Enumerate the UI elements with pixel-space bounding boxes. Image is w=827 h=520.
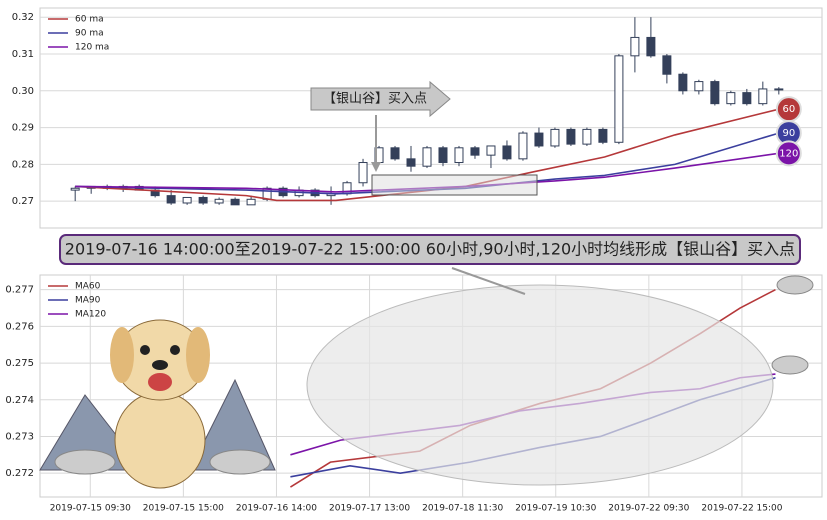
candle-body [710, 81, 720, 105]
candle-body [182, 196, 192, 204]
candle-body [454, 147, 464, 164]
candle-body [646, 36, 656, 57]
x-tick-label: 2019-07-17 13:00 [329, 504, 410, 514]
legend-label: 60 ma [75, 15, 104, 25]
ingot [771, 355, 809, 375]
y-tick-label: 0.30 [12, 86, 34, 97]
x-tick-label: 2019-07-19 10:30 [515, 504, 596, 514]
highlight-box [371, 174, 538, 196]
end-label: 60 [782, 104, 795, 115]
candle-body [774, 88, 784, 91]
candle-body [694, 81, 704, 92]
ingot [776, 275, 814, 295]
candle-body [230, 198, 240, 206]
candle-body [534, 132, 544, 147]
y-tick-label: 0.29 [12, 123, 34, 134]
candle-body [518, 132, 528, 160]
candle-body [582, 128, 592, 145]
banner-text: 2019-07-16 14:00:00至2019-07-22 15:00:00 … [65, 240, 795, 259]
candle-body [726, 92, 736, 105]
candle-body [422, 147, 432, 167]
legend-label: 90 ma [75, 29, 104, 39]
legend-label: MA90 [75, 296, 101, 306]
candle-body [246, 198, 256, 206]
candle-body [438, 147, 448, 164]
x-tick-label: 2019-07-22 15:00 [701, 504, 782, 514]
legend-label: 120 ma [75, 43, 109, 53]
ingot [209, 449, 271, 475]
x-tick-label: 2019-07-18 11:30 [422, 504, 503, 514]
x-tick-label: 2019-07-15 15:00 [143, 504, 224, 514]
annotation-arrow [310, 80, 451, 118]
y-tick-label: 0.28 [12, 159, 34, 170]
candle-body [758, 88, 768, 105]
legend-label: MA120 [75, 310, 106, 320]
candle-body [742, 92, 752, 105]
candle-body [166, 195, 176, 204]
candle-body [470, 147, 480, 156]
y-tick-label: 0.27 [12, 196, 34, 207]
y-tick-label: 0.277 [5, 285, 34, 296]
end-marker [775, 140, 802, 167]
candle-body [198, 196, 208, 204]
y-tick-label: 0.272 [5, 468, 34, 479]
end-label: 90 [782, 128, 795, 139]
candle-body [566, 128, 576, 145]
candle-body [678, 73, 688, 92]
x-tick-label: 2019-07-16 14:00 [236, 504, 317, 514]
y-tick-label: 0.32 [12, 12, 34, 23]
end-label: 120 [779, 148, 798, 159]
candle-body [486, 145, 496, 156]
ingot [54, 449, 116, 475]
arrow-head [371, 162, 381, 172]
candle-body [630, 36, 640, 57]
y-tick-label: 0.273 [5, 431, 34, 442]
y-tick-label: 0.276 [5, 321, 34, 332]
candle-body [662, 55, 672, 75]
arrow [451, 267, 526, 295]
annotation: 【银山谷】买入点 [323, 92, 427, 107]
x-tick-label: 2019-07-22 09:30 [608, 504, 689, 514]
banner [59, 234, 801, 265]
highlight-ellipse [306, 284, 774, 486]
y-tick-label: 0.274 [5, 395, 34, 406]
y-tick-label: 0.31 [12, 49, 34, 60]
x-tick-label: 2019-07-15 09:30 [50, 504, 131, 514]
candle-body [502, 145, 512, 160]
candle-body [70, 187, 80, 191]
candle-body [614, 55, 624, 143]
y-tick-label: 0.275 [5, 358, 34, 369]
candle-body [390, 147, 400, 160]
candle-body [358, 162, 368, 184]
dog [110, 319, 210, 489]
legend-label: MA60 [75, 282, 101, 292]
candle-body [214, 198, 224, 204]
candle-body [406, 158, 416, 167]
candle-body [598, 128, 608, 143]
candle-body [550, 128, 560, 147]
